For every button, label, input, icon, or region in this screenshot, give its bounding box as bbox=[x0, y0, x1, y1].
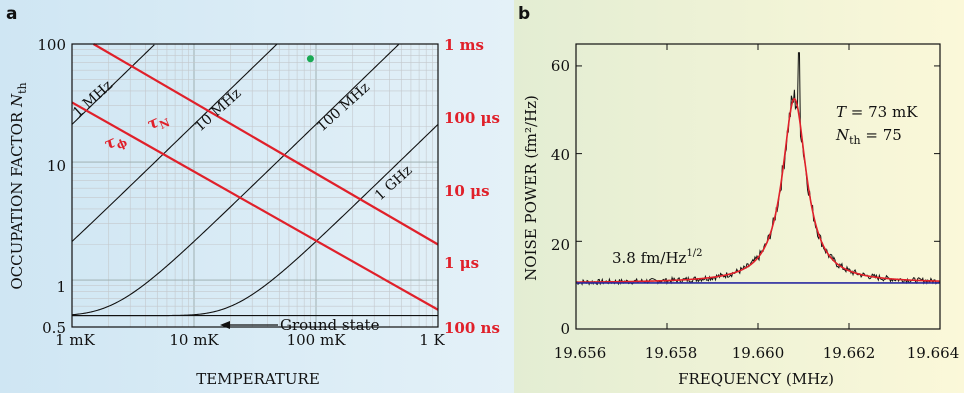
panel-a-decoherence-lines bbox=[71, 43, 439, 311]
lorentzian-fit-curve bbox=[575, 97, 941, 283]
panel-a-y-axis-symbol: N bbox=[8, 93, 26, 108]
y-tick-0-5: 0.5 bbox=[42, 319, 66, 337]
x-tick-100mK: 100 mK bbox=[287, 331, 347, 349]
b-y-tick-60: 60 bbox=[551, 57, 570, 75]
x-tick-1K: 1 K bbox=[419, 331, 445, 349]
tau-phi-subscript: ϕ bbox=[114, 136, 129, 152]
x-tick-1mK: 1 mK bbox=[55, 331, 96, 349]
panel-a-frame bbox=[71, 43, 439, 328]
y-tick-100: 100 bbox=[37, 36, 66, 54]
right-tick-1ms: 1 ms bbox=[444, 36, 484, 54]
b-x-tick-19660: 19.660 bbox=[732, 344, 785, 362]
y-tick-1: 1 bbox=[56, 278, 66, 296]
panel-b-frame bbox=[575, 43, 941, 330]
panel-b-background bbox=[514, 0, 964, 393]
panel-b-y-axis-title: NOISE POWER (fm²/Hz) bbox=[522, 95, 540, 281]
x-tick-10mK: 10 mK bbox=[169, 331, 219, 349]
ground-state-arrowhead bbox=[220, 321, 230, 329]
nth-annotation: Nth = 75 bbox=[835, 126, 902, 147]
occupation-curve bbox=[71, 44, 400, 316]
b-x-tick-19656: 19.656 bbox=[554, 344, 607, 362]
decoherence-line bbox=[92, 43, 439, 246]
panel-a-x-axis-title: TEMPERATURE bbox=[196, 370, 320, 388]
panel-a-y-axis-subscript: th bbox=[16, 82, 29, 94]
right-tick-10us: 10 μs bbox=[444, 182, 490, 200]
noise-floor-annotation: 3.8 fm/Hz1/2 bbox=[612, 248, 703, 267]
occupation-curve bbox=[72, 123, 439, 317]
nth-value: = 75 bbox=[861, 126, 902, 144]
noise-floor-exp: 1/2 bbox=[686, 248, 702, 259]
panel-a-curves bbox=[71, 43, 439, 317]
b-x-tick-19662: 19.662 bbox=[823, 344, 876, 362]
temperature-var: T bbox=[836, 103, 847, 121]
right-tick-1us: 1 μs bbox=[444, 254, 479, 272]
panel-label-b: b bbox=[518, 4, 530, 24]
decoherence-line bbox=[71, 101, 439, 311]
panel-label-a: a bbox=[6, 4, 17, 24]
tau-n-label: τN bbox=[144, 108, 172, 137]
b-x-tick-19658: 19.658 bbox=[645, 344, 698, 362]
noise-floor-value: 3.8 fm/Hz bbox=[612, 249, 687, 267]
panel-a-y-axis-title: OCCUPATION FACTOR Nth bbox=[8, 82, 29, 289]
b-y-tick-0: 0 bbox=[560, 320, 570, 338]
b-x-tick-19664: 19.664 bbox=[907, 344, 960, 362]
temperature-value: = 73 mK bbox=[846, 103, 918, 121]
ground-state-label: Ground state bbox=[280, 316, 380, 334]
tau-n-subscript: N bbox=[157, 116, 171, 132]
panel-b-ticks bbox=[575, 44, 941, 330]
b-y-tick-20: 20 bbox=[551, 236, 570, 254]
green-marker bbox=[306, 55, 314, 63]
panel-a-grid bbox=[71, 44, 438, 328]
panel-a-y-axis-label: OCCUPATION FACTOR bbox=[8, 111, 26, 289]
y-tick-10: 10 bbox=[47, 157, 66, 175]
panel-b-x-axis-title: FREQUENCY (MHz) bbox=[678, 370, 834, 388]
right-tick-100us: 100 μs bbox=[444, 109, 500, 127]
nth-sub: th bbox=[849, 134, 861, 147]
occupation-curve bbox=[71, 43, 278, 242]
right-tick-100ns: 100 ns bbox=[444, 319, 500, 337]
nth-var: N bbox=[835, 126, 850, 144]
temperature-annotation: T = 73 mK bbox=[836, 103, 918, 121]
panel-b-plot bbox=[575, 52, 941, 286]
b-y-tick-40: 40 bbox=[551, 146, 570, 164]
